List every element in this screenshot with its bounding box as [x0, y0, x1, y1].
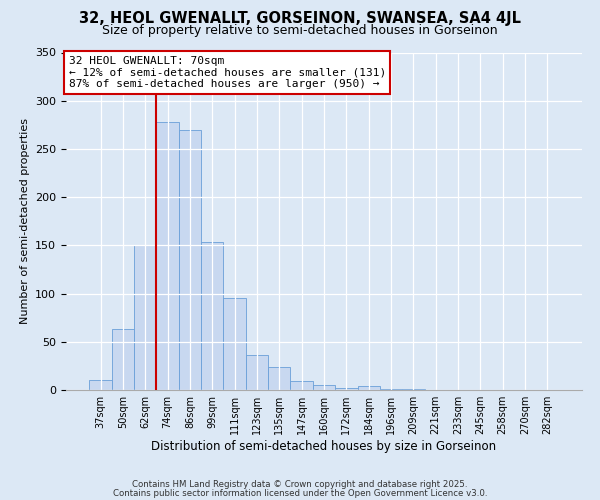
- Bar: [223, 298, 246, 390]
- Text: Contains HM Land Registry data © Crown copyright and database right 2025.: Contains HM Land Registry data © Crown c…: [132, 480, 468, 489]
- Bar: [268, 367, 290, 390]
- Text: Contains public sector information licensed under the Open Government Licence v3: Contains public sector information licen…: [113, 488, 487, 498]
- Bar: [335, 388, 358, 390]
- Bar: [313, 385, 335, 390]
- Bar: [201, 242, 223, 390]
- Text: 32 HEOL GWENALLT: 70sqm
← 12% of semi-detached houses are smaller (131)
87% of s: 32 HEOL GWENALLT: 70sqm ← 12% of semi-de…: [68, 56, 386, 89]
- Y-axis label: Number of semi-detached properties: Number of semi-detached properties: [20, 118, 29, 324]
- Bar: [358, 386, 380, 390]
- Text: Size of property relative to semi-detached houses in Gorseinon: Size of property relative to semi-detach…: [102, 24, 498, 37]
- Bar: [402, 389, 425, 390]
- Bar: [134, 246, 157, 390]
- Text: 32, HEOL GWENALLT, GORSEINON, SWANSEA, SA4 4JL: 32, HEOL GWENALLT, GORSEINON, SWANSEA, S…: [79, 11, 521, 26]
- Bar: [290, 382, 313, 390]
- Bar: [112, 329, 134, 390]
- Bar: [380, 389, 402, 390]
- X-axis label: Distribution of semi-detached houses by size in Gorseinon: Distribution of semi-detached houses by …: [151, 440, 497, 453]
- Bar: [246, 356, 268, 390]
- Bar: [157, 122, 179, 390]
- Bar: [89, 380, 112, 390]
- Bar: [179, 130, 201, 390]
